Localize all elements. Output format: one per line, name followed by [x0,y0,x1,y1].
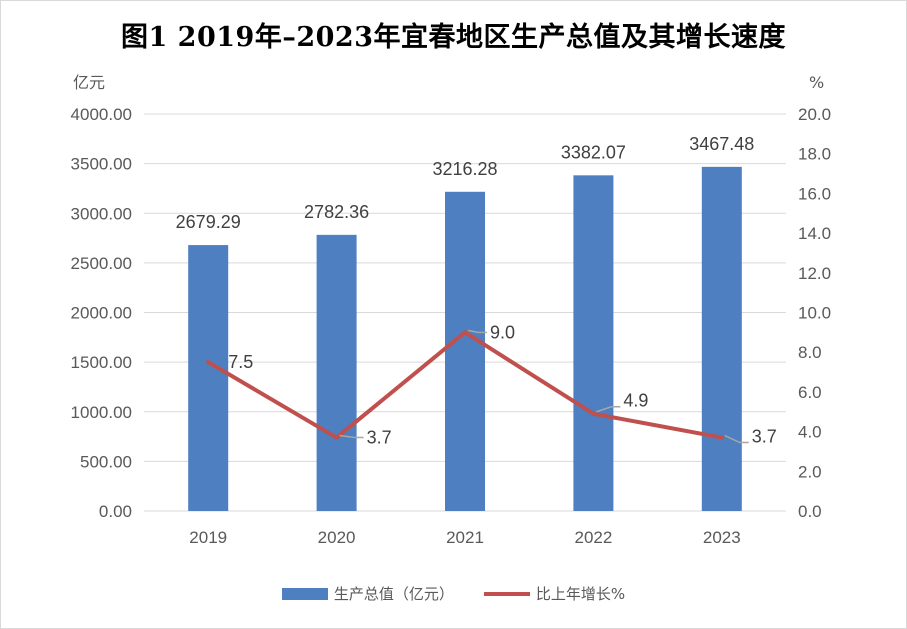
leader-line [467,329,487,334]
legend-line-swatch [483,591,530,596]
right-tick-label: 20.0 [798,105,831,124]
growth-point [334,435,339,440]
legend-bar-label: 生产总值（亿元） [333,585,454,603]
line-data-labels: 7.5 3.7 9.0 4.9 3.7 [228,322,777,447]
right-tick-label: 8.0 [798,343,822,362]
right-tick-label: 16.0 [798,184,831,203]
bar [316,234,357,511]
right-tick-label: 18.0 [798,145,831,164]
line-value-label: 9.0 [490,322,515,342]
line-value-label: 3.7 [367,428,392,448]
left-axis-ticks: 0.00 500.00 1000.00 1500.00 2000.00 2500.00 30… [71,105,132,521]
right-tick-label: 10.0 [798,304,831,323]
x-tick-label: 2023 [703,528,741,547]
bar-series [188,166,742,512]
left-tick-label: 3000.00 [71,204,132,223]
growth-point [719,435,724,440]
growth-point [463,330,467,335]
left-tick-label: 1500.00 [71,353,132,372]
bar [445,191,485,511]
right-tick-label: 14.0 [798,224,831,243]
right-tick-label: 0.0 [798,502,822,521]
left-tick-label: 2000.00 [71,304,132,323]
x-tick-label: 2022 [574,528,612,547]
leader-line [339,434,364,439]
right-axis-ticks: 0.0 2.0 4.0 6.0 8.0 10.0 12.0 14.0 16.0 18.0 20.0 [798,105,831,521]
bar-data-labels: 2679.29 2782.36 3216.28 3382.07 3467.48 [176,134,755,232]
x-tick-label: 2021 [446,528,484,547]
line-value-label: 7.5 [228,352,253,372]
right-tick-label: 2.0 [798,462,822,481]
right-tick-label: 6.0 [798,383,822,402]
growth-point [206,360,211,365]
left-tick-label: 3500.00 [71,155,132,174]
bar-value-label: 3467.48 [689,134,754,154]
bar-value-label: 3216.28 [432,159,497,179]
left-tick-label: 0.00 [99,502,132,521]
bar-value-label: 3382.07 [561,142,626,162]
line-value-label: 4.9 [623,391,648,411]
right-tick-label: 4.0 [798,423,822,442]
left-axis-unit: 亿元 [73,73,105,92]
left-tick-label: 500.00 [80,452,132,471]
bar-value-label: 2782.36 [304,202,369,222]
left-tick-label: 2500.00 [71,254,132,273]
legend-item-gdp: 生产总值（亿元） [281,583,454,604]
bar [701,166,742,512]
x-tick-label: 2020 [318,528,356,547]
left-tick-label: 4000.00 [71,105,132,124]
x-tick-label: 2019 [189,528,227,547]
bar-value-label: 2679.29 [176,212,241,232]
line-value-label: 3.7 [752,427,777,447]
leader-line [596,405,621,413]
right-axis-unit: % [809,73,824,92]
chart-title: 图1 2019年–2023年宜春地区生产总值及其增长速度 [121,22,786,53]
legend-bar-swatch [281,587,328,600]
left-tick-label: 1000.00 [71,403,132,422]
bar [188,245,229,511]
line-series [206,330,724,440]
legend: 生产总值（亿元） 比上年增长% [1,583,906,604]
legend-line-label: 比上年增长% [535,585,626,603]
right-tick-label: 12.0 [798,264,831,283]
growth-point [591,411,596,416]
bar [573,175,614,511]
leader-line [724,434,749,444]
x-axis-ticks: 2019 2020 2021 2022 2023 [189,528,740,547]
legend-item-growth: 比上年增长% [483,583,626,604]
